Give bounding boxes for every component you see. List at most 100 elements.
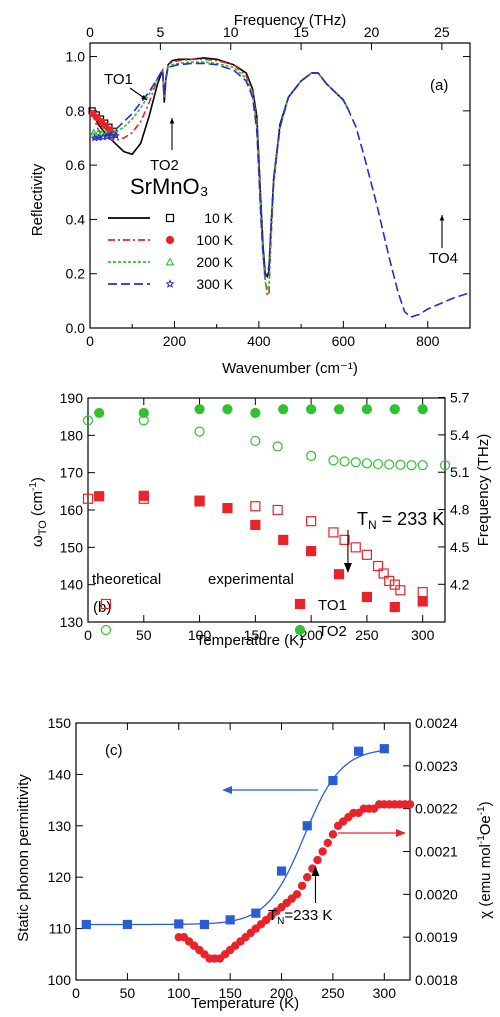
panel-c-y2tick-label: 0.0023 bbox=[415, 758, 458, 774]
series-marker bbox=[93, 114, 101, 122]
panel-c-y2tick-label: 0.0024 bbox=[415, 715, 458, 731]
data-point-to1 bbox=[94, 491, 105, 502]
data-point-to2 bbox=[361, 458, 373, 469]
panel-a-xtick-label: 400 bbox=[247, 333, 271, 349]
legend-marker bbox=[165, 257, 175, 266]
data-point-to1 bbox=[272, 504, 283, 516]
panel-b-y2tick-label: 5.1 bbox=[450, 464, 470, 480]
panel-b-ytick-label: 150 bbox=[60, 539, 84, 555]
legend-b-theoretical: theoretical bbox=[92, 571, 161, 588]
panel-c: 0 50 100 150 200 250 300 100 110 120 130 140 150 0.00… bbox=[48, 715, 458, 1001]
data-point-to1 bbox=[395, 585, 406, 596]
panel-c-ytick-label: 110 bbox=[49, 921, 72, 937]
data-point-to2 bbox=[339, 456, 350, 467]
panel-b-y2tick-label: 5.4 bbox=[450, 427, 470, 443]
data-point-to2 bbox=[306, 450, 317, 461]
series-marker bbox=[111, 131, 120, 140]
panel-b-xtick-label: 200 bbox=[299, 627, 323, 643]
panel-c-ylabel: Static phonon permittivity bbox=[15, 774, 32, 942]
permittivity-point bbox=[302, 821, 312, 831]
series-marker bbox=[97, 118, 106, 126]
panel-a-ytick-label: 0.0 bbox=[66, 320, 86, 336]
data-point-to1 bbox=[306, 545, 317, 557]
panel-c-xtick-label: 150 bbox=[218, 985, 242, 1001]
data-point-to1 bbox=[350, 542, 361, 553]
panel-a-label: (a) bbox=[430, 77, 448, 94]
data-point-to1 bbox=[384, 575, 395, 587]
susceptibility-point bbox=[292, 890, 302, 899]
panel-b: 0 50 100 150 200 250 300 130 140 150 160 170 180 190 4… bbox=[60, 390, 470, 643]
permittivity-point bbox=[81, 919, 91, 930]
permittivity-point bbox=[379, 744, 389, 754]
data-point-to2 bbox=[222, 404, 233, 415]
annotation-to4: TO4 bbox=[429, 250, 458, 267]
data-point-to1 bbox=[328, 527, 339, 538]
legend-marker bbox=[165, 279, 175, 288]
panel-b-ylabel: ωTO (cm-1) bbox=[28, 477, 49, 547]
to1-arrow-head bbox=[141, 94, 147, 100]
panel-b-ytick-label: 180 bbox=[60, 427, 84, 443]
permittivity-point bbox=[354, 746, 364, 756]
data-point-to2 bbox=[194, 404, 205, 415]
panel-b-xtick-label: 0 bbox=[84, 627, 92, 643]
panel-a-legend: 10 K 100 K 200 K 300 K bbox=[108, 210, 234, 292]
panel-c-xlabel: Temperature (K) bbox=[191, 995, 299, 1012]
panel-c-label: (c) bbox=[105, 742, 123, 759]
data-point-to1 bbox=[389, 579, 400, 590]
data-point-to2 bbox=[395, 459, 406, 470]
series-line-300-k bbox=[92, 62, 471, 318]
data-point-to1 bbox=[339, 534, 350, 545]
panel-c-y2label: χ (emu mol-1Oe-1) bbox=[476, 801, 494, 918]
data-point-to1 bbox=[333, 569, 345, 580]
permittivity-point bbox=[276, 866, 287, 876]
data-point-to2 bbox=[94, 407, 105, 419]
to2-arrow-head bbox=[169, 118, 175, 124]
legend-b-marker bbox=[294, 598, 306, 610]
tn-arrow-c-head bbox=[311, 866, 320, 876]
panel-c-ytick-label: 130 bbox=[48, 818, 72, 834]
panel-c-ytick-label: 140 bbox=[48, 766, 72, 782]
data-point-to2 bbox=[278, 404, 289, 415]
data-point-to1 bbox=[372, 560, 384, 572]
data-point-to1 bbox=[361, 591, 373, 603]
data-point-to1 bbox=[250, 501, 261, 512]
data-point-to1 bbox=[250, 519, 261, 531]
panel-a-x2tick-label: 5 bbox=[156, 24, 164, 40]
annotation-to1: TO1 bbox=[104, 71, 133, 88]
panel-a-xtick-label: 0 bbox=[86, 333, 94, 349]
legend-label: 10 K bbox=[204, 210, 233, 226]
data-point-to1 bbox=[389, 601, 400, 613]
legend-label: 300 K bbox=[196, 276, 233, 292]
data-point-to1 bbox=[417, 587, 428, 598]
tn-annotation-b: TN = 233 K bbox=[357, 509, 444, 532]
panel-c-y2tick-label: 0.0019 bbox=[415, 929, 458, 945]
data-point-to2 bbox=[272, 441, 283, 452]
data-point-to2 bbox=[384, 459, 395, 470]
legend-marker bbox=[165, 213, 175, 223]
legend-marker bbox=[165, 235, 175, 245]
data-point-to2 bbox=[138, 415, 149, 426]
panel-b-ytick-label: 160 bbox=[60, 502, 84, 518]
permittivity-point bbox=[122, 919, 132, 930]
panel-c-xtick-label: 200 bbox=[270, 985, 294, 1001]
data-point-to2 bbox=[333, 404, 345, 415]
permittivity-point bbox=[225, 915, 235, 925]
panel-a-ytick-label: 0.4 bbox=[66, 211, 86, 227]
panel-c-ytick-label: 100 bbox=[48, 972, 72, 988]
panel-c-ytick-label: 150 bbox=[48, 715, 72, 731]
data-point-to2 bbox=[194, 426, 205, 437]
legend-b-marker bbox=[100, 624, 112, 636]
legend-b-label: TO2 bbox=[318, 623, 347, 640]
panel-b-xtick-label: 50 bbox=[136, 627, 152, 643]
panel-b-ytick-label: 140 bbox=[60, 577, 84, 593]
data-point-to1 bbox=[361, 549, 373, 560]
to4-arrow-head bbox=[439, 215, 445, 221]
data-point-to2 bbox=[417, 404, 428, 415]
panel-c-y2tick-label: 0.0018 bbox=[415, 972, 458, 988]
panel-a-ylabel: Reflectivity bbox=[29, 163, 46, 236]
susceptibility-point bbox=[328, 830, 338, 839]
panel-a-x2tick-label: 10 bbox=[223, 24, 239, 40]
data-point-to2 bbox=[372, 458, 384, 470]
panel-b-y2label: Frequency (THz) bbox=[475, 434, 492, 547]
